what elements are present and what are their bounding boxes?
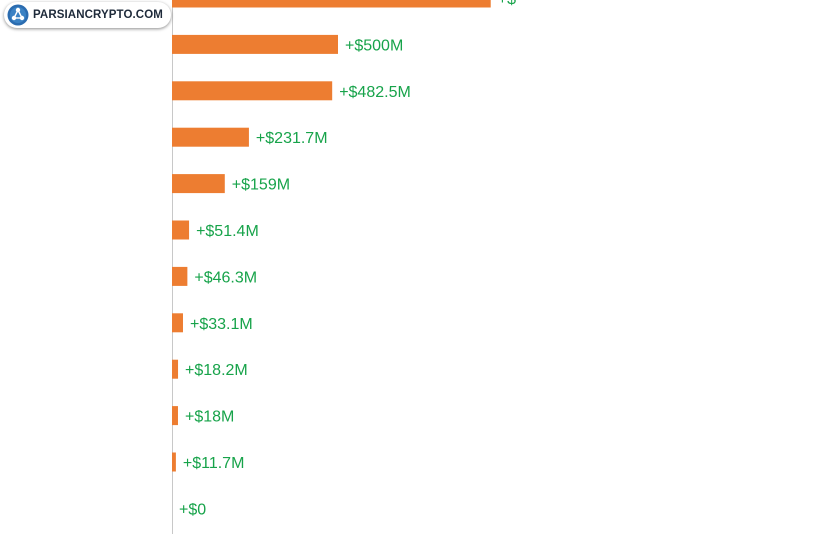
bar-3 (172, 127, 249, 147)
bar-9 (172, 406, 178, 426)
crypto-network-icon (7, 4, 29, 26)
bar-10 (172, 452, 176, 472)
bar-2 (172, 81, 333, 101)
bar-value-label-9: +$18M (185, 409, 234, 426)
bar-value-label-0: +$ (498, 0, 516, 8)
bar-8 (172, 359, 179, 379)
bar-value-label-5: +$51.4M (196, 223, 259, 240)
bar-0 (172, 0, 491, 8)
value-labels-group: +$ +$500M +$482.5M +$231.7M +$159M +$51.4M +$4… (179, 0, 516, 518)
bar-7 (172, 313, 183, 333)
bars-group (172, 0, 491, 472)
bar-4 (172, 174, 225, 194)
bar-value-label-11: +$0 (179, 501, 206, 518)
bar-value-label-1: +$500M (345, 37, 403, 54)
bar-value-label-4: +$159M (232, 177, 290, 194)
bar-value-label-2: +$482.5M (339, 84, 411, 101)
bar-value-label-10: +$11.7M (183, 455, 245, 472)
bar-5 (172, 220, 190, 240)
bar-value-label-7: +$33.1M (190, 316, 253, 333)
watermark-logo: PARSIANCRYPTO.COM (4, 2, 171, 28)
bar-6 (172, 266, 188, 286)
bar-value-label-3: +$231.7M (256, 130, 328, 147)
logo-text: PARSIANCRYPTO.COM (33, 9, 163, 21)
bar-value-label-8: +$18.2M (185, 362, 248, 379)
bar-1 (172, 34, 338, 54)
bar-value-label-6: +$46.3M (194, 269, 257, 286)
